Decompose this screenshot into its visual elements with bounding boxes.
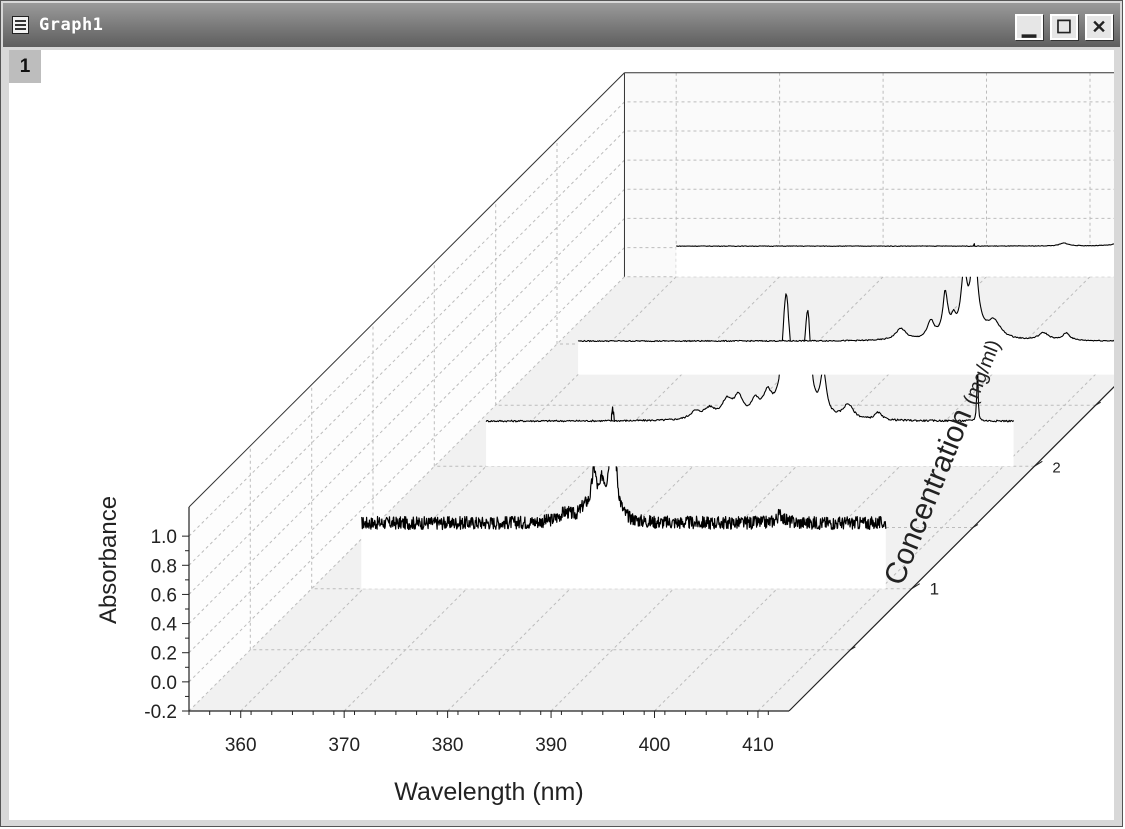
chart-series	[360, 242, 1114, 589]
series-ribbon	[676, 242, 1114, 277]
grid-line-x	[757, 355, 1114, 712]
y-tick-label: 0.6	[151, 585, 177, 606]
grid-line-z	[249, 445, 851, 651]
y-axis-label: Absorbance	[95, 496, 122, 624]
grid-line-z	[495, 201, 1096, 406]
graph-window-icon[interactable]	[12, 16, 29, 34]
series-ribbon	[361, 407, 886, 589]
z-minor-tick	[850, 646, 856, 651]
chart-walls	[189, 72, 1114, 711]
z-tick-label: 1	[930, 580, 939, 599]
grid-line-y	[188, 159, 1114, 595]
series-line	[360, 406, 887, 531]
x-tick-label: 400	[639, 735, 671, 756]
x-tick-label: 390	[535, 735, 567, 756]
y-tick-label: 0.2	[151, 644, 177, 665]
z-minor-tick	[1095, 401, 1101, 406]
z-axis-line	[788, 386, 1114, 712]
back-wall	[624, 72, 1114, 277]
z-minor-tick	[972, 524, 979, 528]
frame-top-left	[188, 72, 625, 508]
minimize-button[interactable]: ▁	[1015, 14, 1043, 40]
chart-ticks: -0.2 0.0 0.2 0.4 0.6 0.8 1.0 360 370 380 390 400 410…	[144, 401, 1101, 756]
y-tick-label: 0.8	[151, 556, 177, 577]
maximize-button[interactable]: ☐	[1050, 14, 1078, 40]
x-tick-label: 370	[328, 735, 360, 756]
chart-3d-waterfall[interactable]: -0.2 0.0 0.2 0.4 0.6 0.8 1.0 360 370 380 390 400 410…	[9, 50, 1114, 820]
series-line	[676, 242, 1114, 247]
z-tick-label: 2	[1052, 459, 1060, 476]
series-ribbon	[486, 293, 1014, 467]
series-line	[485, 293, 1015, 423]
chart-axes	[188, 72, 1114, 712]
series-ribbon	[578, 243, 1114, 375]
x-tick-label: 380	[432, 735, 464, 756]
x-tick-label: 410	[742, 735, 774, 756]
x-axis-label: Wavelength (nm)	[394, 778, 583, 806]
window-title: Graph1	[39, 15, 104, 35]
series-line	[577, 243, 1114, 343]
floor-plane	[189, 276, 1114, 711]
grid-line-y	[188, 188, 1114, 624]
z-tick	[1034, 460, 1043, 467]
grid-line-y	[188, 130, 1114, 566]
close-button[interactable]: ✕	[1085, 14, 1113, 40]
x-tick-label: 360	[225, 735, 257, 756]
grid-line-y	[188, 217, 1114, 654]
grid-line-y	[188, 276, 1114, 712]
y-tick-label: 0.0	[151, 673, 177, 694]
y-tick-label: 1.0	[151, 527, 177, 548]
y-tick-label: 0.4	[151, 615, 178, 636]
layer-number-tab[interactable]: 1	[9, 50, 41, 83]
z-tick	[911, 583, 920, 590]
graph-canvas[interactable]: 1 -0.2 0.0 0.2 0.4 0.6 0.8 1.0 360 370 380 390 400 4…	[9, 50, 1114, 820]
side-wall	[189, 72, 625, 711]
y-tick-label: -0.2	[144, 702, 177, 723]
title-bar[interactable]: Graph1 ▁ ☐ ✕	[3, 3, 1120, 47]
